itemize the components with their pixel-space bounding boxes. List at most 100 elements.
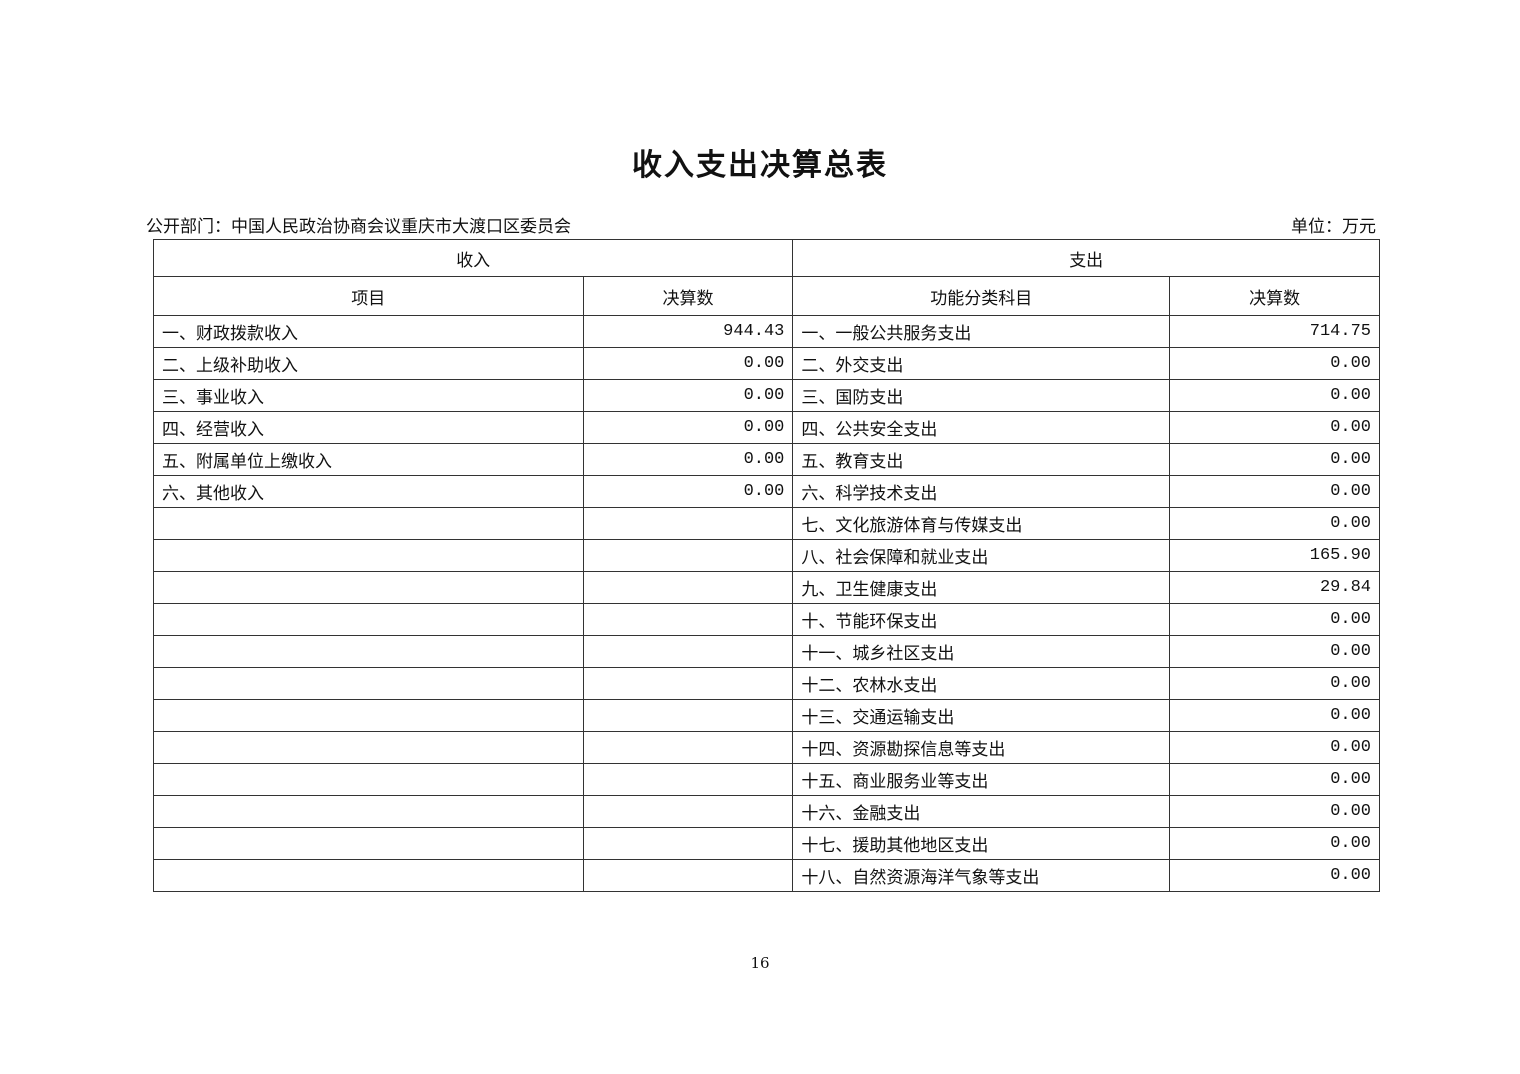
expense-amount-cell: 0.00 [1169,699,1380,732]
income-amount-cell [582,635,794,668]
table-row: 九、卫生健康支出 29.84 [153,571,1380,604]
income-item-cell [153,763,584,796]
expense-item-cell: 七、文化旅游体育与传媒支出 [792,507,1171,540]
income-amount-cell: 0.00 [582,411,794,444]
expense-amount-cell: 0.00 [1169,763,1380,796]
expense-item-cell: 六、科学技术支出 [792,475,1171,508]
expense-item-cell: 十七、援助其他地区支出 [792,827,1171,860]
expense-amount-cell: 0.00 [1169,731,1380,764]
income-item-cell: 一、财政拨款收入 [153,315,584,348]
expense-item-cell: 四、公共安全支出 [792,411,1171,444]
expense-item-cell: 九、卫生健康支出 [792,571,1171,604]
expense-header: 支出 [792,239,1380,277]
expense-amount-header: 决算数 [1169,276,1380,316]
income-amount-cell [582,763,794,796]
table-row: 十六、金融支出 0.00 [153,795,1380,828]
table-row: 五、附属单位上缴收入 0.00 五、教育支出 0.00 [153,443,1380,476]
income-amount-cell [582,507,794,540]
income-item-cell [153,539,584,572]
table-row: 六、其他收入 0.00 六、科学技术支出 0.00 [153,475,1380,508]
table-row: 十七、援助其他地区支出 0.00 [153,827,1380,860]
page-number: 16 [750,954,770,972]
expense-amount-cell: 0.00 [1169,859,1380,892]
expense-item-cell: 十六、金融支出 [792,795,1171,828]
expense-item-cell: 三、国防支出 [792,379,1171,412]
income-amount-cell [582,795,794,828]
expense-amount-cell: 0.00 [1169,347,1380,380]
expense-amount-cell: 0.00 [1169,379,1380,412]
income-amount-cell [582,731,794,764]
income-item-cell [153,571,584,604]
expense-item-cell: 五、教育支出 [792,443,1171,476]
expense-amount-cell: 0.00 [1169,475,1380,508]
expense-amount-cell: 0.00 [1169,603,1380,636]
department-label: 公开部门：中国人民政治协商会议重庆市大渡口区委员会 [146,217,571,237]
expense-item-cell: 一、一般公共服务支出 [792,315,1171,348]
expense-amount-cell: 0.00 [1169,795,1380,828]
expense-item-cell: 十八、自然资源海洋气象等支出 [792,859,1171,892]
expense-item-header: 功能分类科目 [792,276,1171,316]
table-row: 十五、商业服务业等支出 0.00 [153,763,1380,796]
expense-item-cell: 十五、商业服务业等支出 [792,763,1171,796]
income-item-cell: 二、上级补助收入 [153,347,584,380]
expense-item-cell: 十四、资源勘探信息等支出 [792,731,1171,764]
expense-amount-cell: 0.00 [1169,667,1380,700]
budget-table: 收入 支出 项目 决算数 功能分类科目 决算数 一、财政拨款收入 944.43 一、… [152,239,1380,892]
income-amount-cell: 0.00 [582,443,794,476]
expense-amount-cell: 0.00 [1169,411,1380,444]
income-amount-cell [582,603,794,636]
expense-amount-cell: 0.00 [1169,635,1380,668]
header-row-columns: 项目 决算数 功能分类科目 决算数 [153,276,1380,316]
expense-amount-cell: 0.00 [1169,507,1380,540]
table-row: 十、节能环保支出 0.00 [153,603,1380,636]
income-amount-cell [582,827,794,860]
income-item-cell: 四、经营收入 [153,411,584,444]
expense-item-cell: 十二、农林水支出 [792,667,1171,700]
income-item-cell [153,795,584,828]
table-row: 七、文化旅游体育与传媒支出 0.00 [153,507,1380,540]
income-item-cell [153,667,584,700]
income-amount-cell [582,539,794,572]
table-row: 一、财政拨款收入 944.43 一、一般公共服务支出 714.75 [153,315,1380,348]
income-item-cell [153,507,584,540]
unit-label: 单位：万元 [1291,217,1376,237]
income-item-cell [153,859,584,892]
expense-item-cell: 二、外交支出 [792,347,1171,380]
expense-item-cell: 十、节能环保支出 [792,603,1171,636]
income-amount-cell: 0.00 [582,379,794,412]
income-amount-cell [582,699,794,732]
income-header: 收入 [152,239,794,277]
income-item-cell [153,731,584,764]
income-item-cell: 五、附属单位上缴收入 [153,443,584,476]
expense-amount-cell: 29.84 [1169,571,1380,604]
table-row: 十三、交通运输支出 0.00 [153,699,1380,732]
income-item-cell [153,603,584,636]
expense-item-cell: 十一、城乡社区支出 [792,635,1171,668]
income-item-cell: 六、其他收入 [153,475,584,508]
table-row: 四、经营收入 0.00 四、公共安全支出 0.00 [153,411,1380,444]
table-row: 十四、资源勘探信息等支出 0.00 [153,731,1380,764]
expense-item-cell: 八、社会保障和就业支出 [792,539,1171,572]
income-amount-cell [582,571,794,604]
table-row: 二、上级补助收入 0.00 二、外交支出 0.00 [153,347,1380,380]
income-amount-cell [582,859,794,892]
income-item-cell: 三、事业收入 [153,379,584,412]
income-amount-cell: 0.00 [582,347,794,380]
expense-item-cell: 十三、交通运输支出 [792,699,1171,732]
income-item-cell [153,699,584,732]
income-item-header: 项目 [153,276,584,316]
table-row: 三、事业收入 0.00 三、国防支出 0.00 [153,379,1380,412]
page-title: 收入支出决算总表 [632,148,888,183]
table-row: 八、社会保障和就业支出 165.90 [153,539,1380,572]
income-amount-cell: 944.43 [582,315,794,348]
expense-amount-cell: 714.75 [1169,315,1380,348]
income-amount-cell: 0.00 [582,475,794,508]
expense-amount-cell: 165.90 [1169,539,1380,572]
expense-amount-cell: 0.00 [1169,827,1380,860]
income-item-cell [153,635,584,668]
header-row-groups: 收入 支出 [152,239,1380,277]
expense-amount-cell: 0.00 [1169,443,1380,476]
table-row: 十八、自然资源海洋气象等支出 0.00 [153,859,1380,892]
income-amount-cell [582,667,794,700]
table-row: 十二、农林水支出 0.00 [153,667,1380,700]
